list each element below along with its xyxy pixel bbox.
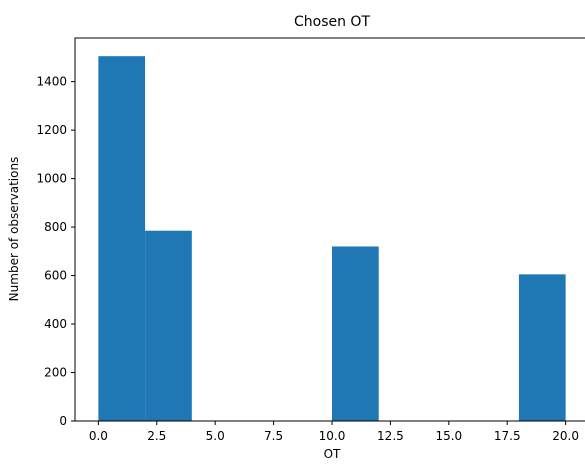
x-tick-label: 7.5: [264, 429, 283, 443]
y-tick-label: 1000: [36, 172, 67, 186]
x-axis-ticks: 0.0 2.5 5.0 7.5 10.0 12.5 15.0 17.5 20.0: [89, 421, 579, 443]
histogram-bar: [98, 56, 146, 421]
y-axis-ticks: 0 200 400 600 800 1000 1200 1400: [36, 75, 75, 428]
y-tick-label: 400: [44, 317, 67, 331]
y-axis-label: Number of observations: [7, 157, 21, 302]
x-tick-label: 0.0: [89, 429, 108, 443]
x-tick-label: 2.5: [147, 429, 166, 443]
histogram-bar: [145, 230, 192, 421]
x-tick-label: 15.0: [435, 429, 462, 443]
y-tick-label: 1400: [36, 75, 67, 89]
chart-title: Chosen OT: [294, 14, 370, 30]
histogram-bar: [332, 246, 379, 421]
x-axis-label: OT: [324, 447, 341, 461]
x-tick-label: 5.0: [206, 429, 225, 443]
histogram-bar: [518, 274, 566, 421]
bars-group: [98, 56, 566, 421]
x-tick-label: 12.5: [377, 429, 404, 443]
y-tick-label: 0: [59, 414, 67, 428]
x-tick-label: 10.0: [319, 429, 346, 443]
y-tick-label: 800: [44, 220, 67, 234]
x-tick-label: 20.0: [552, 429, 579, 443]
y-tick-label: 1200: [36, 123, 67, 137]
y-tick-label: 600: [44, 269, 67, 283]
y-tick-label: 200: [44, 366, 67, 380]
x-tick-label: 17.5: [494, 429, 521, 443]
